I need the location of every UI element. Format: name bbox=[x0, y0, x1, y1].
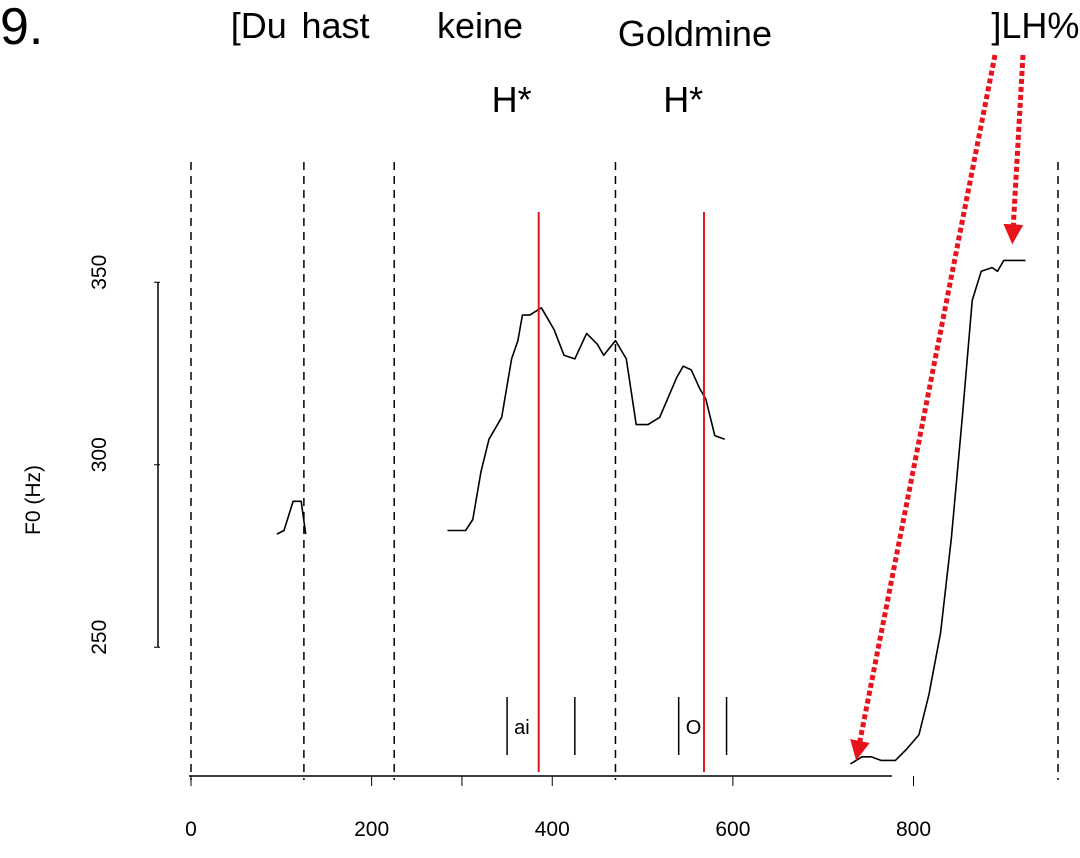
word-label-2: keine bbox=[437, 5, 523, 46]
word-boundaries bbox=[190, 162, 1059, 780]
tone-label-1: H* bbox=[663, 79, 703, 120]
x-tick-label-3: 600 bbox=[715, 818, 750, 841]
f0-contours bbox=[276, 259, 1026, 765]
boundary-tone-arrows bbox=[850, 54, 1026, 761]
y-axis-label: F0 (Hz) bbox=[22, 465, 45, 535]
example-number: 9. bbox=[0, 0, 43, 56]
segment-label-0: ai bbox=[514, 717, 530, 739]
y-tick-label-1: 300 bbox=[88, 437, 111, 472]
axes: 0 200 400 600 800 250 300 350 F0 (Hz) bbox=[22, 255, 931, 841]
x-tick-label-0: 0 bbox=[185, 818, 197, 841]
x-tick-label-4: 800 bbox=[896, 818, 931, 841]
arrow-to-H bbox=[1003, 54, 1026, 245]
word-label-1: hast bbox=[301, 5, 369, 46]
x-tick-label-2: 400 bbox=[535, 818, 570, 841]
text-labels: 9. [Du hast keine Goldmine ]LH% H* H* bbox=[0, 0, 1079, 120]
word-label-3: Goldmine bbox=[618, 13, 772, 54]
tone-label-0: H* bbox=[492, 79, 532, 120]
word-label-0: [Du bbox=[231, 5, 287, 46]
f0-contour-2 bbox=[849, 259, 1026, 765]
word-label-4: ]LH% bbox=[991, 5, 1079, 46]
f0-contour-0 bbox=[276, 500, 307, 535]
y-tick-label-2: 350 bbox=[88, 255, 111, 290]
arrow-to-L bbox=[850, 54, 998, 761]
accent-lines bbox=[537, 212, 705, 772]
segment-marks: ai O bbox=[506, 697, 728, 755]
y-tick-label-0: 250 bbox=[88, 620, 111, 655]
f0-contour-1 bbox=[447, 306, 725, 532]
segment-label-1: O bbox=[686, 717, 702, 739]
x-tick-label-1: 200 bbox=[354, 818, 389, 841]
